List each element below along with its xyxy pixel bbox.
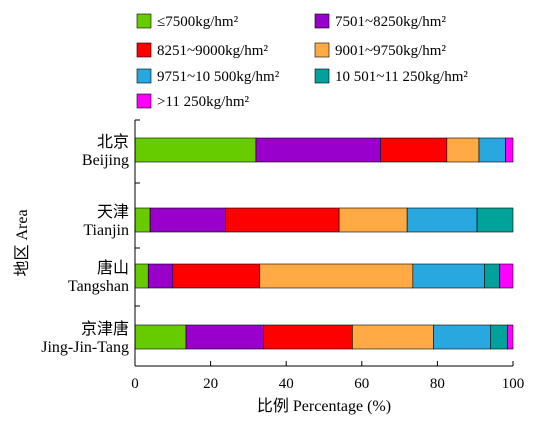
- bar-segment: [499, 263, 514, 289]
- legend-swatch: [136, 68, 152, 84]
- x-tick-label: 40: [279, 376, 294, 392]
- bar-segment: [433, 324, 491, 350]
- bar-segment: [476, 207, 514, 233]
- bar-segment: [505, 137, 514, 163]
- bar-segment: [134, 324, 187, 350]
- category-label-en: Tangshan: [68, 278, 129, 295]
- bar-segment: [149, 207, 227, 233]
- legend-swatch: [314, 68, 330, 84]
- legend: ≤7500kg/hm² 7501~8250kg/hm² 8251~9000kg/hm…: [136, 13, 468, 110]
- legend-swatch: [314, 42, 330, 58]
- x-axis-title: 比例 Percentage (%): [257, 397, 391, 415]
- x-tick-label: 0: [131, 376, 139, 392]
- bar-segment: [412, 263, 485, 289]
- legend-swatch: [314, 13, 330, 29]
- legend-swatch: [136, 13, 152, 29]
- bar-segment: [225, 207, 340, 233]
- bar-segment: [338, 207, 408, 233]
- legend-swatch: [136, 93, 152, 109]
- bar-segment: [185, 324, 264, 350]
- category-label-en: Beijing: [82, 152, 129, 169]
- bar-segment: [507, 324, 514, 350]
- x-tick-label: 100: [502, 376, 525, 392]
- y-axis-title: 地区 Area: [13, 209, 31, 276]
- legend-label: 7501~8250kg/hm²: [335, 14, 446, 30]
- bar-segment: [134, 137, 257, 163]
- bar-segment: [255, 137, 382, 163]
- legend-label: 8251~9000kg/hm²: [157, 43, 268, 59]
- legend-label: 9751~10 500kg/hm²: [157, 69, 280, 85]
- category-label-zh: 京津唐: [81, 320, 129, 338]
- category-label-en: Tianjin: [83, 222, 129, 239]
- category-label-zh: 天津: [97, 203, 129, 221]
- bar-segment: [352, 324, 434, 350]
- category-label-zh: 北京: [97, 133, 129, 151]
- bars: [134, 137, 514, 350]
- bar-segment: [380, 137, 448, 163]
- legend-swatch: [136, 42, 152, 58]
- bar-segment: [147, 263, 174, 289]
- legend-label: >11 250kg/hm²: [157, 94, 249, 110]
- bar-segment: [406, 207, 478, 233]
- axes: [134, 120, 513, 367]
- x-ticks: 0 20 40 60 80 100: [131, 361, 524, 392]
- bar-segment: [259, 263, 414, 289]
- bar-segment: [263, 324, 353, 350]
- bar-segment: [484, 263, 501, 289]
- legend-label: 10 501~11 250kg/hm²: [335, 69, 468, 85]
- x-tick-label: 80: [430, 376, 445, 392]
- bar-segment: [478, 137, 506, 163]
- bar-segment: [490, 324, 508, 350]
- x-tick-label: 20: [203, 376, 218, 392]
- x-tick-label: 60: [354, 376, 369, 392]
- bar-segment: [172, 263, 261, 289]
- bar-segment: [134, 263, 149, 289]
- bar-segment: [446, 137, 480, 163]
- category-label-zh: 唐山: [97, 259, 129, 277]
- legend-label: 9001~9750kg/hm²: [335, 43, 446, 59]
- legend-label: ≤7500kg/hm²: [157, 14, 239, 30]
- bar-segment: [134, 207, 151, 233]
- category-label-en: Jing-Jin-Tang: [41, 339, 129, 356]
